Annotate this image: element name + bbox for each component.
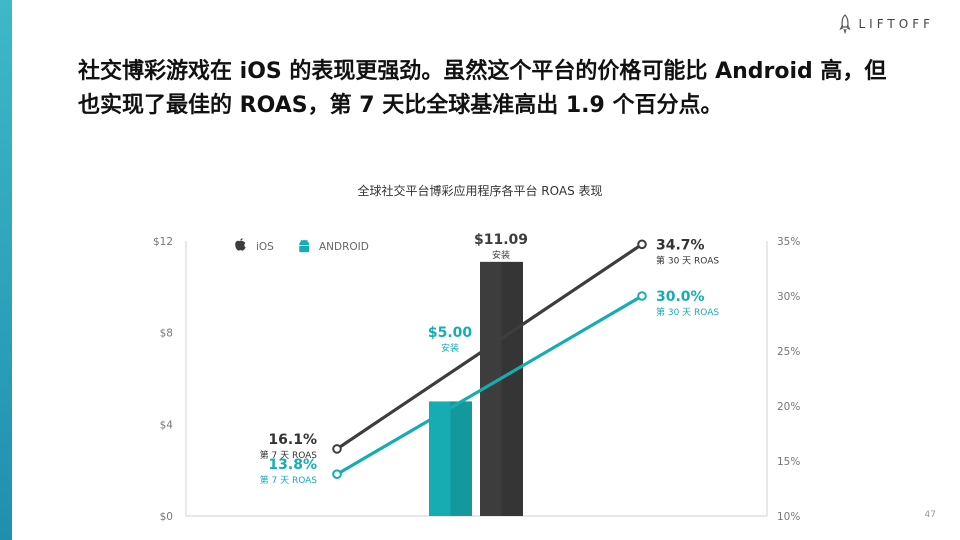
bar-shade	[501, 261, 523, 516]
chart-bars	[429, 261, 523, 516]
left-axis-tick: $0	[160, 511, 173, 523]
bar-sublabel: 安装	[492, 249, 510, 261]
chart-axes: $0 $4 $8 $12 10% 15% 20% 25% 30% 35%	[153, 236, 800, 523]
line-start-sublabel: 第 7 天 ROAS	[260, 449, 318, 461]
rocket-icon	[838, 14, 851, 34]
right-axis-tick: 20%	[777, 401, 800, 413]
line-ios	[335, 242, 644, 451]
line-point	[332, 444, 342, 454]
bar-value-label: $5.00	[428, 325, 473, 341]
right-axis-tick: 35%	[777, 236, 800, 248]
bar-shade	[450, 401, 472, 516]
apple-icon	[235, 238, 246, 251]
page-number: 47	[924, 510, 936, 520]
line-end-value: 30.0%	[656, 289, 705, 305]
left-axis-tick: $8	[160, 328, 173, 340]
right-axis-tick: 25%	[777, 346, 800, 358]
bar-ios	[480, 261, 523, 516]
left-axis-tick: $12	[153, 236, 173, 248]
logo-text: LIFTOFF	[858, 17, 934, 31]
line-android	[335, 294, 644, 476]
bar-value-label: $11.09	[474, 232, 528, 248]
line-end-value: 34.7%	[656, 237, 705, 253]
line-start-value: 13.8%	[268, 457, 317, 473]
line-start-value: 16.1%	[268, 432, 317, 448]
right-axis-tick: 30%	[777, 291, 800, 303]
liftoff-logo: LIFTOFF	[838, 14, 935, 34]
chart-title: 全球社交平台博彩应用程序各平台 ROAS 表现	[357, 184, 603, 198]
legend-label-ios: iOS	[256, 241, 274, 253]
chart-legend: iOS ANDROID	[235, 238, 369, 253]
chart-lines	[332, 239, 647, 480]
android-icon	[299, 239, 310, 253]
line-point	[637, 291, 647, 301]
line-start-sublabel: 第 7 天 ROAS	[260, 474, 318, 486]
right-axis-tick: 10%	[777, 511, 800, 523]
line-end-sublabel: 第 30 天 ROAS	[656, 254, 719, 266]
bar-android	[429, 401, 472, 516]
line-point	[637, 239, 647, 250]
line-point	[332, 469, 342, 480]
line-end-sublabel: 第 30 天 ROAS	[656, 306, 719, 318]
left-axis-tick: $4	[160, 419, 174, 431]
bar-sublabel: 安装	[441, 342, 459, 354]
right-axis-tick: 15%	[777, 456, 800, 468]
brand-side-bar	[0, 0, 12, 540]
slide-headline: 社交博彩游戏在 iOS 的表现更强劲。虽然这个平台的价格可能比 Android …	[78, 59, 887, 118]
legend-label-android: ANDROID	[319, 241, 369, 253]
